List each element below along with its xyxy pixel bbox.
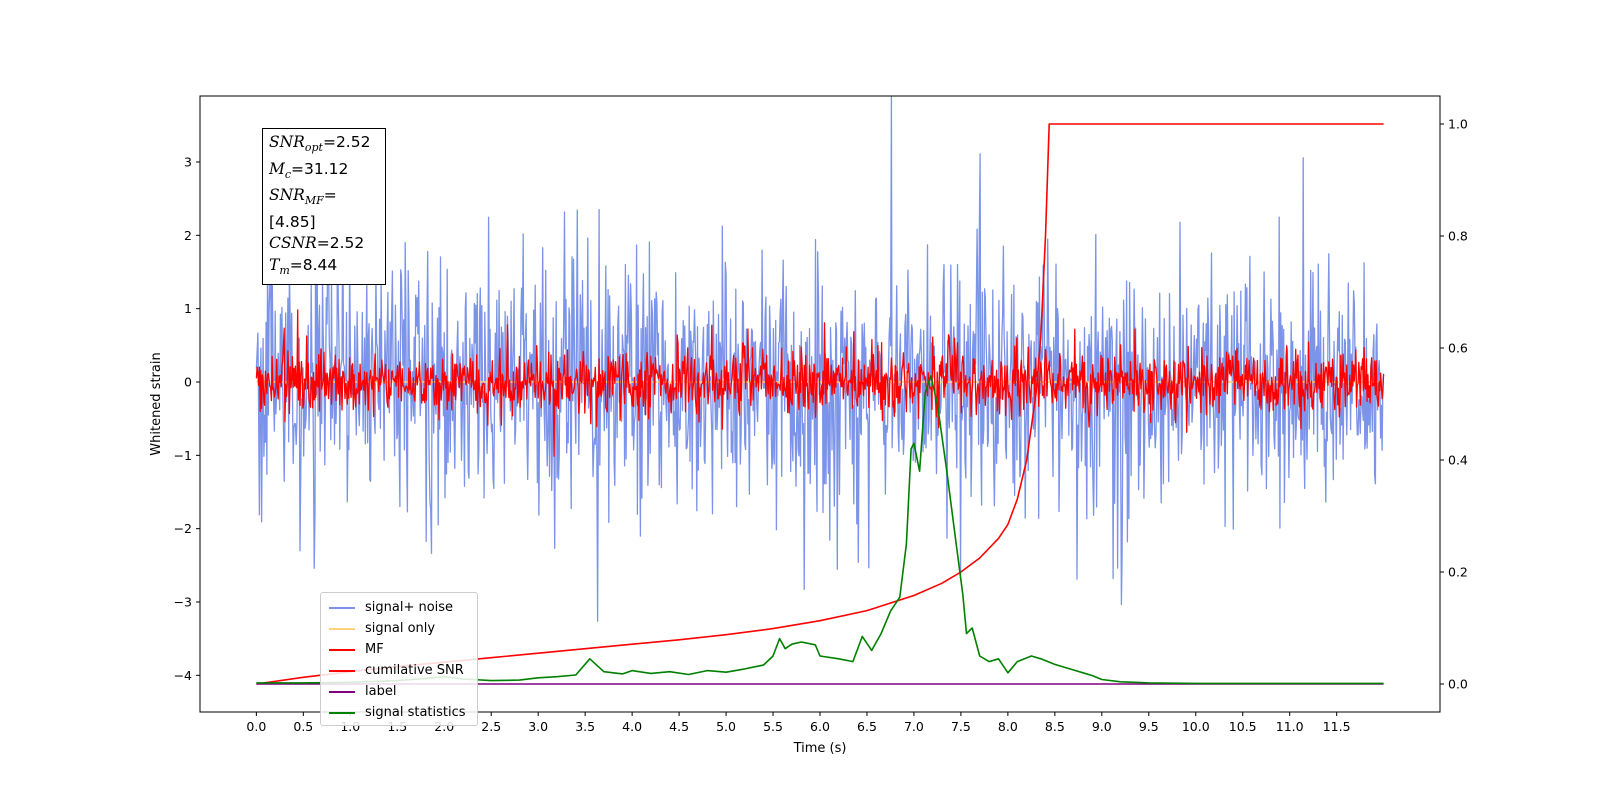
series-line-cumilative-snr [256, 123, 1384, 685]
series-line-mf [255, 309, 1385, 457]
legend-entry-cumulative-snr: cumilative SNR [321, 660, 477, 681]
x-tick-label: 9.0 [1092, 719, 1112, 734]
y-axis-label: Whitened strain [149, 352, 164, 455]
y-left-tick-label: −2 [174, 521, 192, 536]
annotation-box: SNRopt=2.52 Mc=31.12 SNRMF=[4.85] CSNR=2… [262, 128, 386, 286]
series-layer [255, 95, 1385, 685]
annotation-snr-mf: SNRMF=[4.85] [269, 186, 337, 231]
x-tick-label: 10.5 [1229, 719, 1257, 734]
x-tick-label: 3.0 [528, 719, 548, 734]
x-tick-label: 5.5 [763, 719, 783, 734]
annotation-csnr: CSNR=2.52 [269, 234, 365, 253]
x-tick-label: 6.0 [810, 719, 830, 734]
x-tick-label: 10.0 [1182, 719, 1210, 734]
x-tick-label: 8.0 [998, 719, 1018, 734]
y-right-tick-label: 0.2 [1448, 565, 1468, 580]
legend-swatch [329, 648, 355, 651]
y-right-tick-label: 0.0 [1448, 677, 1468, 692]
series-line-signal-statistics [256, 375, 1384, 685]
y-right-tick-label: 0.8 [1448, 229, 1468, 244]
legend-label: cumilative SNR [365, 663, 464, 678]
y-right-tick-label: 1.0 [1448, 117, 1468, 132]
legend-swatch [329, 690, 355, 693]
x-tick-label: 2.5 [481, 719, 501, 734]
annotation-tm: Tm=8.44 [269, 255, 338, 277]
legend-entry-signal-noise: signal+ noise [321, 597, 477, 618]
legend-swatch [329, 627, 355, 630]
x-tick-label: 4.0 [622, 719, 642, 734]
y-right-tick-label: 0.6 [1448, 341, 1468, 356]
x-tick-label: 6.5 [857, 719, 877, 734]
y-left-tick-label: −3 [174, 595, 192, 610]
x-tick-label: 0.0 [246, 719, 266, 734]
x-tick-label: 4.5 [669, 719, 689, 734]
annotation-snr-opt: SNRopt=2.52 [269, 133, 371, 155]
x-tick-label: 11.5 [1323, 719, 1351, 734]
y-left-tick-label: 3 [184, 155, 192, 170]
x-tick-label: 5.0 [716, 719, 736, 734]
x-tick-label: 11.0 [1276, 719, 1304, 734]
y-axis-left: −4 −3 −2 −1 0 1 2 3 [174, 155, 200, 683]
y-left-tick-label: −4 [174, 668, 192, 683]
x-tick-label: 3.5 [575, 719, 595, 734]
x-tick-label: 0.5 [293, 719, 313, 734]
annotation-mc: Mc=31.12 [269, 159, 349, 181]
legend-label: signal+ noise [365, 600, 454, 615]
y-left-tick-label: 2 [184, 228, 192, 243]
legend-label: signal only [365, 621, 436, 636]
x-axis-label: Time (s) [793, 741, 847, 756]
y-left-tick-label: 1 [184, 301, 192, 316]
x-tick-label: 7.0 [904, 719, 924, 734]
x-tick-label: 8.5 [1045, 719, 1065, 734]
x-tick-label: 9.5 [1139, 719, 1159, 734]
legend: signal+ noise signal only MF cumilative … [320, 592, 478, 726]
series-line-signal-noise [255, 95, 1385, 622]
y-right-tick-label: 0.4 [1448, 453, 1468, 468]
x-tick-label: 7.5 [951, 719, 971, 734]
y-left-tick-label: 0 [184, 375, 192, 390]
legend-label: signal statistics [365, 705, 466, 720]
legend-swatch [329, 669, 355, 672]
legend-swatch [329, 711, 355, 714]
legend-entry-mf: MF [321, 639, 477, 660]
legend-entry-signal-statistics: signal statistics [321, 702, 477, 723]
legend-swatch [329, 606, 355, 609]
legend-entry-label: label [321, 681, 477, 702]
legend-label: MF [365, 642, 384, 657]
y-axis-right: 0.0 0.2 0.4 0.6 0.8 1.0 [1440, 117, 1468, 692]
legend-entry-signal-only: signal only [321, 618, 477, 639]
y-left-tick-label: −1 [174, 448, 192, 463]
legend-label: label [365, 684, 397, 699]
